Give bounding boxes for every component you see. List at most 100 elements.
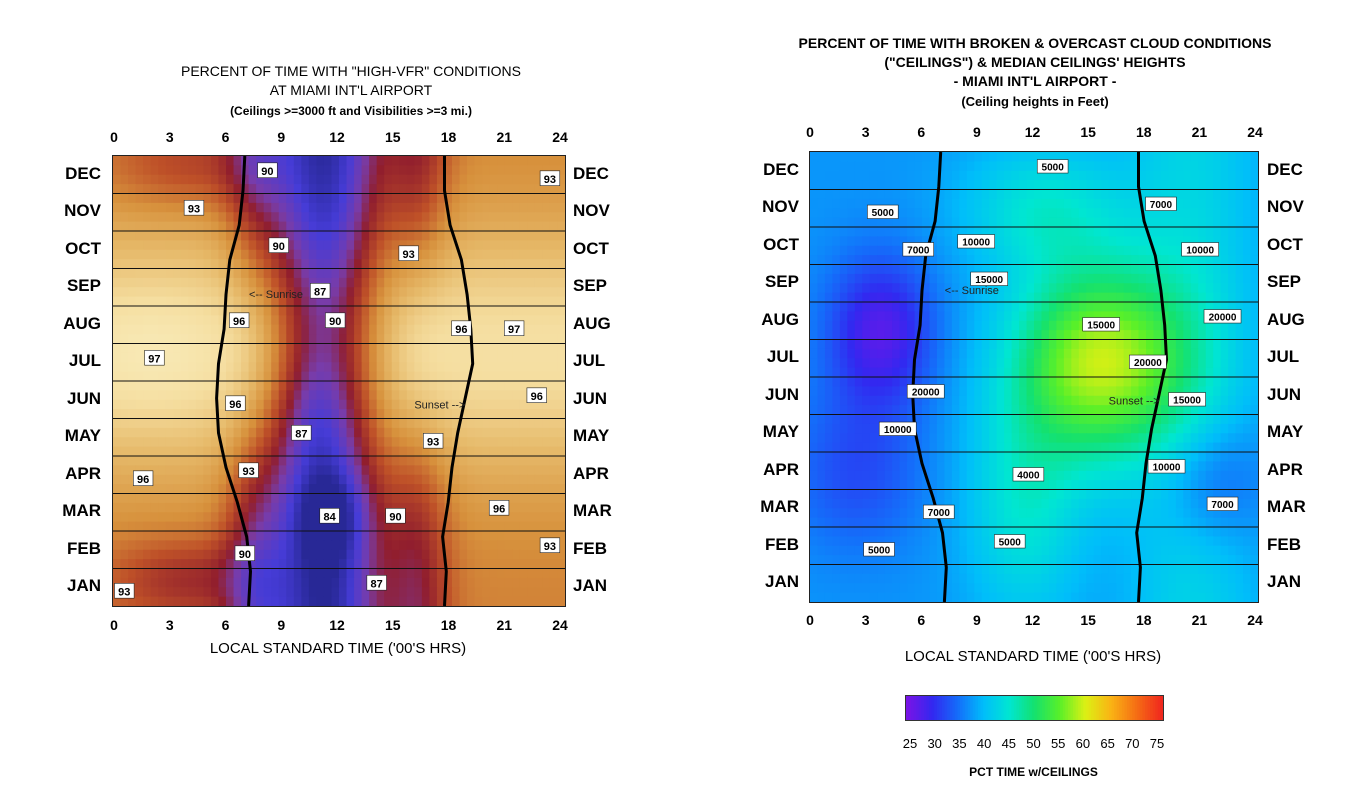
left-cell bbox=[263, 362, 272, 373]
left-contour-label-box bbox=[225, 395, 246, 411]
right-cell bbox=[1175, 217, 1184, 228]
left-cell bbox=[474, 343, 483, 354]
right-cell bbox=[1198, 283, 1207, 294]
right-cell bbox=[1101, 217, 1110, 228]
left-cell bbox=[308, 521, 317, 532]
left-cell bbox=[135, 502, 144, 513]
left-cell bbox=[452, 193, 461, 204]
left-cell bbox=[271, 540, 280, 551]
left-cell bbox=[406, 156, 415, 166]
right-cell bbox=[989, 320, 998, 331]
left-cell bbox=[346, 559, 355, 570]
left-cell bbox=[150, 174, 159, 185]
left-cell bbox=[497, 456, 506, 466]
left-cell bbox=[391, 240, 400, 251]
left-cell bbox=[180, 437, 189, 448]
right-cell bbox=[1078, 358, 1087, 369]
right-cell bbox=[1168, 170, 1177, 181]
right-cell bbox=[936, 423, 945, 434]
right-cell bbox=[951, 367, 960, 378]
left-cell bbox=[180, 409, 189, 420]
left-cell bbox=[135, 268, 144, 279]
right-cell bbox=[1213, 414, 1222, 425]
left-cell bbox=[557, 446, 565, 457]
left-cell bbox=[391, 202, 400, 213]
left-cell bbox=[527, 427, 536, 438]
left-cell bbox=[248, 287, 257, 298]
left-cell bbox=[233, 259, 242, 270]
left-cell bbox=[406, 587, 415, 598]
left-cell bbox=[557, 334, 565, 345]
left-cell bbox=[241, 418, 250, 429]
left-cell bbox=[542, 287, 551, 298]
left-cell bbox=[346, 596, 355, 606]
right-cell bbox=[1101, 245, 1110, 256]
right-cell bbox=[1086, 180, 1095, 191]
left-cell bbox=[527, 324, 536, 335]
left-cell bbox=[331, 277, 340, 288]
left-cell bbox=[399, 390, 408, 401]
right-cell bbox=[862, 339, 871, 350]
right-cell bbox=[1153, 292, 1162, 303]
left-cell bbox=[512, 277, 521, 288]
left-cell bbox=[135, 456, 144, 466]
left-cell bbox=[384, 306, 393, 316]
left-cell bbox=[120, 390, 129, 401]
left-cell bbox=[376, 371, 385, 382]
left-cell bbox=[339, 512, 348, 523]
right-cell bbox=[1131, 330, 1140, 341]
left-cell bbox=[534, 559, 543, 570]
left-axis-right-month-nov: NOV bbox=[573, 201, 610, 221]
left-cell bbox=[429, 465, 438, 476]
left-cell bbox=[497, 587, 506, 598]
left-cell bbox=[474, 371, 483, 382]
right-cell bbox=[892, 264, 901, 275]
left-cell bbox=[173, 362, 182, 373]
left-cell bbox=[339, 381, 348, 391]
right-cell bbox=[907, 227, 916, 237]
left-cell bbox=[195, 521, 204, 532]
left-cell bbox=[376, 165, 385, 176]
right-cell bbox=[1190, 414, 1199, 425]
left-cell bbox=[361, 559, 370, 570]
right-cell bbox=[817, 283, 826, 294]
left-cell bbox=[504, 577, 513, 588]
left-bottom-tick-12: 12 bbox=[329, 617, 345, 633]
left-cell bbox=[429, 371, 438, 382]
left-cell bbox=[414, 437, 423, 448]
right-cell bbox=[1213, 189, 1222, 200]
left-cell bbox=[271, 521, 280, 532]
left-cell bbox=[429, 287, 438, 298]
left-cell bbox=[241, 493, 250, 504]
left-cell bbox=[271, 549, 280, 560]
left-cell bbox=[316, 268, 325, 279]
right-cell bbox=[1108, 405, 1117, 416]
right-cell bbox=[869, 348, 878, 359]
right-top-tick-21: 21 bbox=[1191, 124, 1208, 140]
left-cell bbox=[256, 334, 265, 345]
right-cell bbox=[907, 273, 916, 284]
right-axis-left-month-jun: JUN bbox=[764, 384, 799, 404]
left-cell bbox=[263, 512, 272, 523]
left-contour-label: 96 bbox=[493, 503, 505, 515]
right-cell bbox=[1205, 302, 1214, 312]
left-chart-title: PERCENT OF TIME WITH "HIGH-VFR" CONDITIO… bbox=[110, 62, 592, 121]
left-cell bbox=[308, 381, 317, 391]
left-cell bbox=[150, 381, 159, 391]
left-cell bbox=[263, 268, 272, 279]
left-cell bbox=[436, 559, 446, 570]
right-cell bbox=[1146, 367, 1155, 378]
left-cell bbox=[188, 287, 197, 298]
left-cell bbox=[165, 427, 174, 438]
right-cell bbox=[1146, 339, 1155, 350]
left-contour-label: 90 bbox=[389, 511, 401, 523]
right-cell bbox=[869, 302, 878, 312]
right-cell bbox=[854, 433, 863, 444]
right-cell bbox=[862, 414, 871, 425]
right-cell bbox=[944, 395, 953, 406]
left-cell bbox=[519, 577, 528, 588]
left-cell bbox=[316, 502, 325, 513]
left-cell bbox=[444, 549, 453, 560]
left-cell bbox=[301, 352, 310, 363]
left-axis-right-month-jul: JUL bbox=[573, 351, 606, 371]
